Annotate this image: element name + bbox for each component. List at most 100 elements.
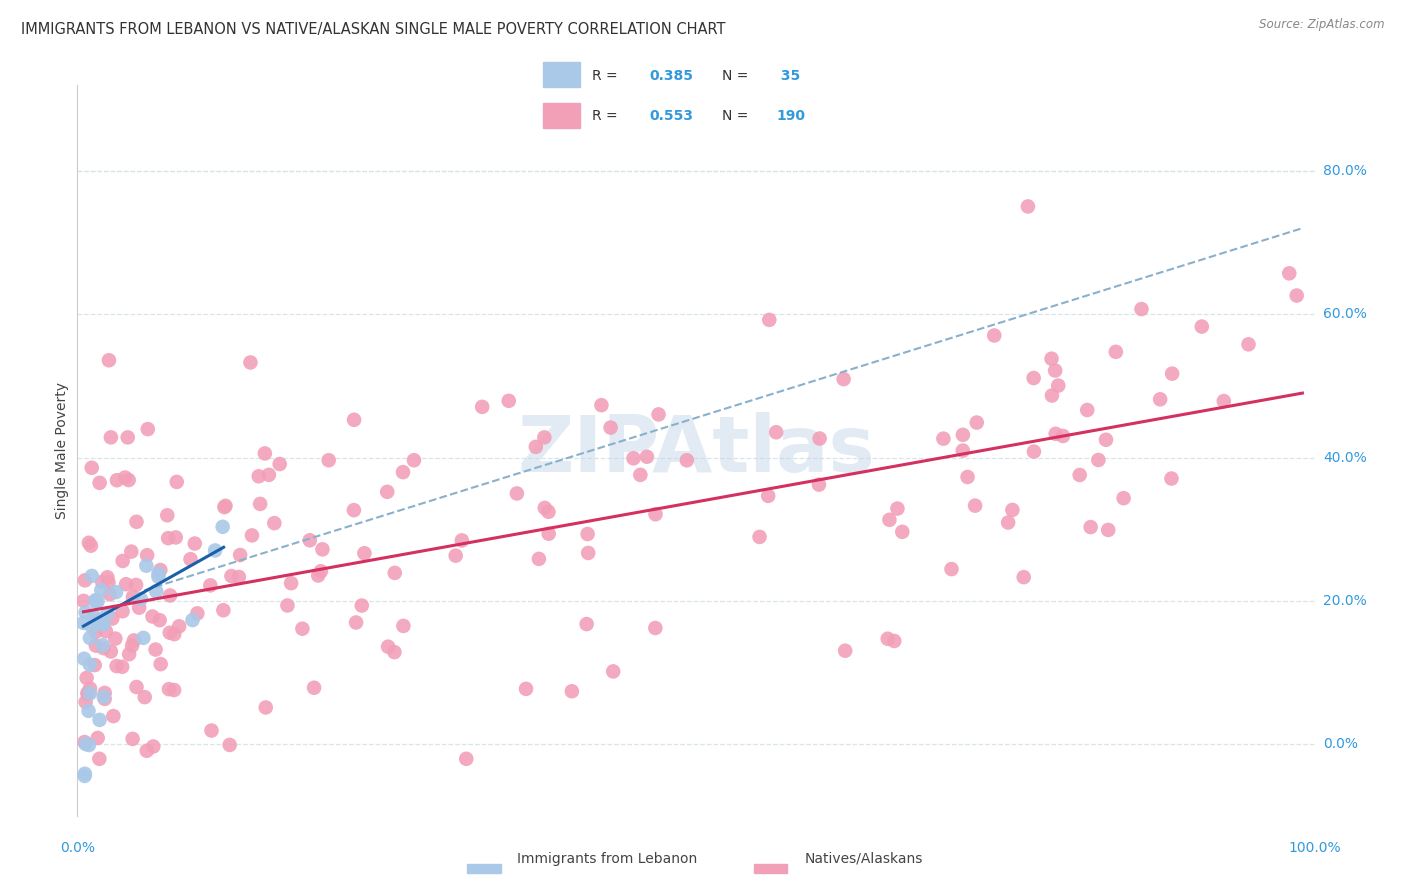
Bar [467,864,501,873]
Point [239,355,262,369]
Point [167,619,190,633]
Point [163,627,186,641]
Point [350,599,373,613]
Point [218,738,240,752]
Point [291,622,314,636]
Point [221,569,243,583]
Point [86,614,108,628]
Point [1040,351,1063,366]
Text: 20.0%: 20.0% [1323,594,1367,608]
Point [309,564,332,578]
Point [533,500,555,515]
Point [298,533,321,548]
Point [80,620,103,634]
Point [1069,467,1091,482]
Point [204,543,226,558]
Point [675,453,697,467]
Text: 0.0%: 0.0% [60,841,94,855]
Point [73,769,96,783]
Point [343,503,366,517]
Text: R =: R = [592,109,621,123]
Point [97,353,120,368]
Point [402,453,425,467]
Point [118,647,141,661]
Point [952,427,974,442]
Point [576,546,599,560]
Point [524,440,547,454]
Point [384,566,406,580]
Point [229,548,252,562]
Point [561,684,583,698]
Text: 40.0%: 40.0% [1323,450,1367,465]
Point [87,616,110,631]
Point [135,744,157,758]
Point [93,690,115,704]
Point [276,599,298,613]
Point [765,425,787,440]
Point [1012,570,1035,584]
Point [136,422,159,436]
Point [105,585,128,599]
Point [1161,367,1184,381]
Point [84,593,107,607]
Point [142,739,165,754]
Point [212,603,235,617]
Point [125,680,148,694]
Point [636,450,658,464]
Point [965,499,987,513]
Point [375,484,398,499]
Point [91,574,114,589]
Point [1149,392,1171,407]
Point [86,594,108,608]
Text: R =: R = [592,69,621,83]
Point [1017,199,1039,213]
Point [73,735,96,749]
Point [808,432,831,446]
Point [377,640,399,654]
Point [79,631,101,645]
Point [89,475,111,490]
Point [832,372,855,386]
Point [93,686,115,700]
Point [77,738,100,752]
Text: Natives/Alaskans: Natives/Alaskans [804,852,922,865]
Point [93,691,115,706]
Point [983,328,1005,343]
Point [253,446,276,460]
Point [121,590,143,604]
Point [537,526,560,541]
Point [80,569,103,583]
Point [456,752,478,766]
Point [1022,371,1045,385]
Point [149,563,172,577]
Text: Source: ZipAtlas.com: Source: ZipAtlas.com [1260,18,1385,31]
Point [302,681,325,695]
Point [343,413,366,427]
Point [1130,301,1153,316]
Bar [754,864,787,873]
Point [575,617,598,632]
Point [392,465,415,479]
Point [148,570,170,584]
Point [748,530,770,544]
Point [163,683,186,698]
Point [145,642,167,657]
Point [159,625,181,640]
Point [122,633,145,648]
Point [1237,337,1260,351]
Point [392,619,415,633]
Text: ZIPAtlas: ZIPAtlas [517,412,875,489]
Point [644,508,666,522]
Point [247,469,270,483]
Point [75,737,97,751]
Point [96,607,118,621]
Point [105,659,128,673]
Point [1045,426,1067,441]
Point [997,516,1019,530]
Point [966,416,988,430]
Point [111,554,134,568]
Text: N =: N = [721,69,752,83]
Point [145,584,167,599]
Point [135,558,157,573]
Point [73,574,96,588]
